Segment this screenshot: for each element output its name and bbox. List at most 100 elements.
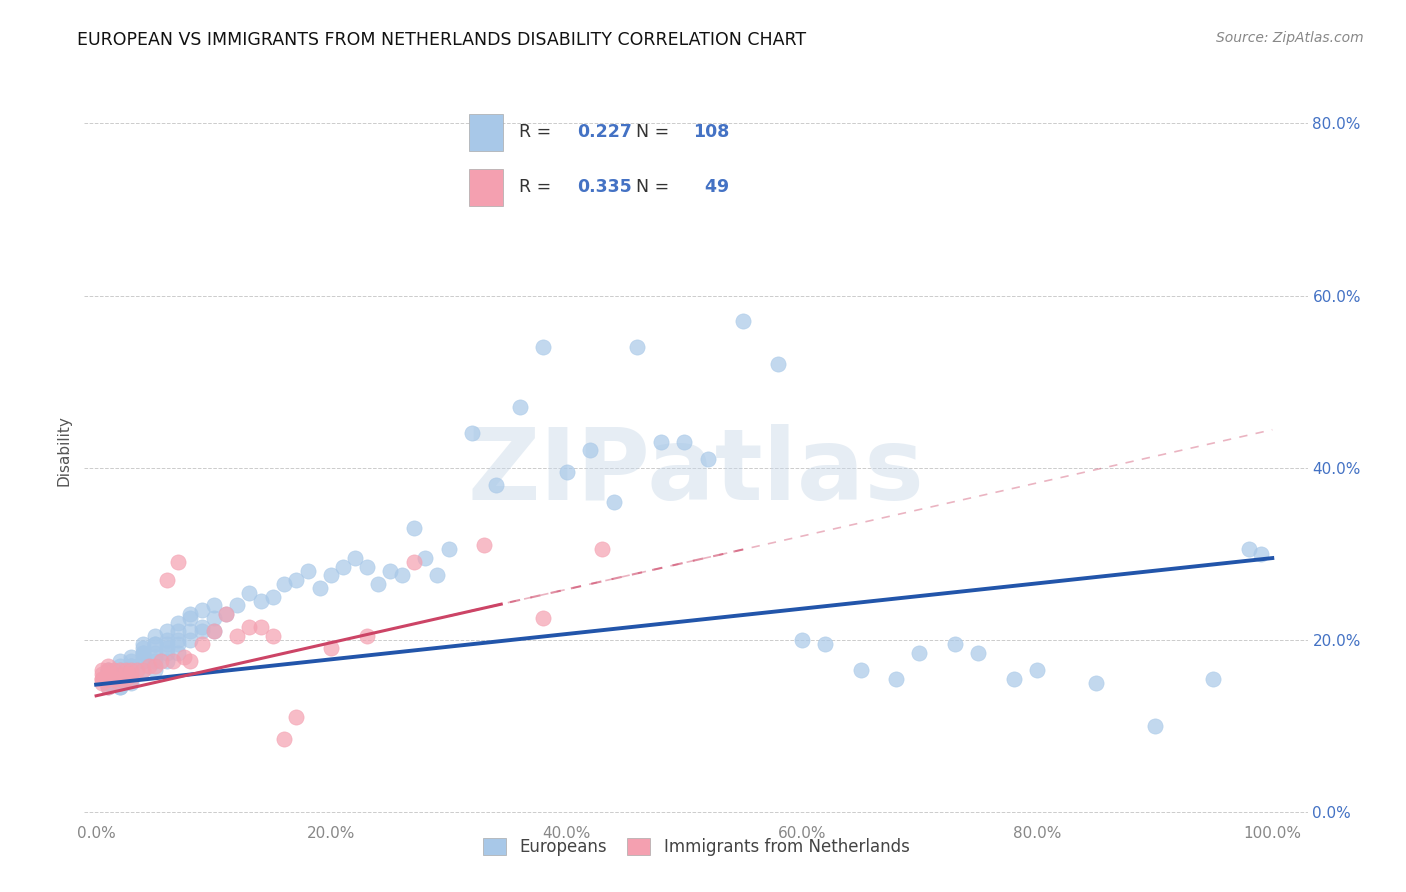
Point	[143, 658, 166, 673]
Point	[167, 637, 190, 651]
Point	[285, 710, 308, 724]
Point	[156, 637, 179, 651]
Point	[967, 646, 990, 660]
Point	[273, 577, 295, 591]
Point	[103, 663, 125, 677]
Point	[108, 654, 131, 668]
Point	[91, 667, 114, 681]
Point	[402, 555, 425, 569]
Point	[108, 680, 131, 694]
Point	[731, 314, 754, 328]
Point	[884, 672, 907, 686]
Point	[321, 568, 343, 582]
Point	[149, 654, 172, 668]
Point	[132, 637, 155, 651]
Point	[132, 663, 155, 677]
Point	[97, 676, 120, 690]
Point	[120, 663, 142, 677]
Point	[531, 340, 554, 354]
Point	[214, 607, 236, 621]
Point	[143, 637, 166, 651]
Point	[108, 680, 131, 694]
Point	[143, 663, 166, 677]
Point	[114, 667, 136, 681]
Point	[108, 672, 131, 686]
Point	[120, 672, 142, 686]
Point	[285, 573, 308, 587]
Point	[132, 646, 155, 660]
Point	[226, 628, 249, 642]
Point	[202, 611, 225, 625]
Point	[297, 564, 319, 578]
Point	[97, 658, 120, 673]
Point	[943, 637, 966, 651]
Point	[238, 585, 260, 599]
Point	[143, 646, 166, 660]
Point	[97, 663, 120, 677]
Point	[262, 590, 284, 604]
Point	[114, 672, 136, 686]
Point	[156, 641, 179, 656]
Point	[461, 426, 484, 441]
Point	[97, 667, 120, 681]
Point	[162, 654, 184, 668]
Point	[673, 434, 696, 449]
Point	[97, 672, 120, 686]
Point	[97, 680, 120, 694]
Point	[426, 568, 449, 582]
Point	[202, 624, 225, 639]
Point	[120, 658, 142, 673]
Point	[167, 555, 190, 569]
Point	[114, 663, 136, 677]
Point	[108, 663, 131, 677]
Point	[91, 672, 114, 686]
Point	[132, 663, 155, 677]
Point	[249, 620, 271, 634]
Point	[191, 620, 214, 634]
Point	[579, 443, 602, 458]
Point	[156, 632, 179, 647]
Point	[120, 667, 142, 681]
Point	[179, 654, 201, 668]
Point	[356, 559, 378, 574]
Point	[97, 672, 120, 686]
Point	[120, 663, 142, 677]
Point	[156, 646, 179, 660]
Point	[132, 641, 155, 656]
Point	[790, 632, 813, 647]
Point	[1202, 672, 1225, 686]
Point	[308, 581, 330, 595]
Point	[97, 672, 120, 686]
Point	[402, 521, 425, 535]
Point	[108, 672, 131, 686]
Point	[108, 667, 131, 681]
Point	[120, 676, 142, 690]
Point	[696, 452, 718, 467]
Point	[179, 607, 201, 621]
Point	[191, 637, 214, 651]
Point	[103, 672, 125, 686]
Point	[262, 628, 284, 642]
Point	[214, 607, 236, 621]
Point	[531, 611, 554, 625]
Point	[132, 646, 155, 660]
Legend: Europeans, Immigrants from Netherlands: Europeans, Immigrants from Netherlands	[474, 830, 918, 864]
Point	[108, 672, 131, 686]
Point	[108, 676, 131, 690]
Point	[143, 654, 166, 668]
Point	[202, 624, 225, 639]
Point	[380, 564, 402, 578]
Point	[97, 672, 120, 686]
Point	[472, 538, 495, 552]
Point	[332, 559, 354, 574]
Point	[120, 650, 142, 665]
Point	[138, 658, 160, 673]
Point	[602, 495, 624, 509]
Point	[509, 401, 531, 415]
Point	[437, 542, 460, 557]
Point	[120, 672, 142, 686]
Point	[343, 551, 366, 566]
Text: Source: ZipAtlas.com: Source: ZipAtlas.com	[1216, 31, 1364, 45]
Point	[321, 641, 343, 656]
Point	[120, 654, 142, 668]
